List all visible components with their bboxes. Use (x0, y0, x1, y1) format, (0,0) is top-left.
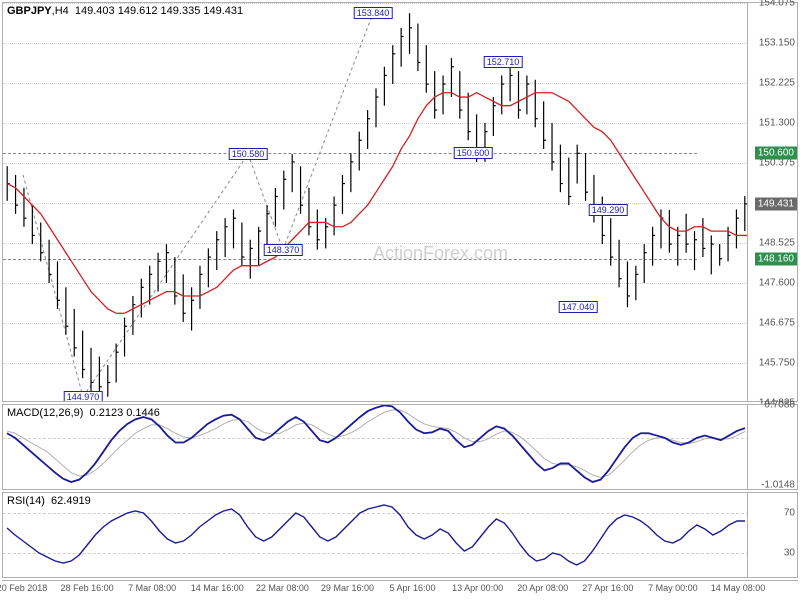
ohlc-high: 149.612 (118, 5, 158, 17)
rsi-title: RSI(14) 62.4919 (7, 495, 91, 507)
y-tick-label: 70 (784, 508, 795, 519)
macd-panel: MACD(12,26,9) 0.2123 0.1446 0.7086-1.014… (2, 404, 798, 490)
x-tick-label: 20 Apr 08:00 (517, 583, 568, 593)
x-tick-label: 22 Mar 08:00 (256, 583, 309, 593)
y-tick-label: 30 (784, 548, 795, 559)
price-label: 152.710 (484, 56, 523, 68)
price-badge: 150.600 (755, 147, 797, 160)
symbol: GBPJPY (7, 5, 52, 17)
y-tick-label: 151.300 (759, 118, 795, 129)
price-y-axis: 144.825145.750146.675147.600148.525149.4… (747, 3, 797, 401)
time-axis: 20 Feb 2018 28 Feb 16:00 7 Mar 08:00 14 Mar… (2, 580, 798, 598)
x-tick-label: 27 Apr 16:00 (582, 583, 633, 593)
price-label: 150.600 (454, 147, 493, 159)
ohlc-close: 149.431 (203, 5, 243, 17)
y-tick-label: 146.675 (759, 318, 795, 329)
x-tick-label: 7 May 00:00 (648, 583, 698, 593)
x-tick-label: 13 Apr 00:00 (452, 583, 503, 593)
x-tick-label: 14 Mar 16:00 (191, 583, 244, 593)
price-label: 153.840 (354, 7, 393, 19)
x-tick-label: 29 Mar 16:00 (321, 583, 374, 593)
x-tick-label: 14 May 08:00 (711, 583, 766, 593)
ohlc-low: 149.335 (161, 5, 201, 17)
y-tick-label: 148.525 (759, 238, 795, 249)
y-tick-label: 153.150 (759, 38, 795, 49)
rsi-y-axis: 70 30 (747, 493, 797, 577)
price-label: 150.580 (229, 148, 268, 160)
price-svg (3, 3, 747, 401)
y-tick-label: 147.600 (759, 278, 795, 289)
y-tick-label: 145.750 (759, 358, 795, 369)
price-label: 148.370 (264, 244, 303, 256)
price-label: 147.040 (559, 301, 598, 313)
macd-y-axis: 0.7086-1.0148 (747, 405, 797, 489)
timeframe: H4 (55, 5, 69, 17)
rsi-value: 62.4919 (51, 495, 91, 507)
x-tick-label: 5 Apr 16:00 (390, 583, 436, 593)
y-tick-label: 152.225 (759, 78, 795, 89)
macd-values: 0.2123 0.1446 (90, 407, 160, 419)
rsi-svg (3, 493, 747, 573)
price-label: 144.970 (64, 391, 103, 401)
x-tick-label: 20 Feb 2018 (0, 583, 47, 593)
chart-title: GBPJPY,H4 149.403 149.612 149.335 149.43… (7, 5, 243, 17)
y-tick-label: -1.0148 (761, 480, 795, 491)
price-plot-area[interactable]: 153.840 152.710 150.580 150.600 149.290 148.3… (3, 3, 747, 401)
price-badge: 149.431 (755, 197, 797, 210)
rsi-label: RSI(14) (7, 495, 45, 507)
macd-label: MACD(12,26,9) (7, 407, 83, 419)
macd-title: MACD(12,26,9) 0.2123 0.1446 (7, 407, 160, 419)
x-tick-label: 28 Feb 16:00 (61, 583, 114, 593)
y-tick-label: 154.075 (759, 0, 795, 9)
price-badge: 148.160 (755, 252, 797, 265)
rsi-panel: RSI(14) 62.4919 70 30 (2, 492, 798, 578)
price-chart-panel: GBPJPY,H4 149.403 149.612 149.335 149.43… (2, 2, 798, 402)
y-tick-label: 0.7086 (764, 400, 795, 411)
x-tick-label: 7 Mar 08:00 (128, 583, 176, 593)
rsi-plot-area[interactable] (3, 493, 747, 577)
price-label: 149.290 (589, 204, 628, 216)
ohlc-open: 149.403 (75, 5, 115, 17)
